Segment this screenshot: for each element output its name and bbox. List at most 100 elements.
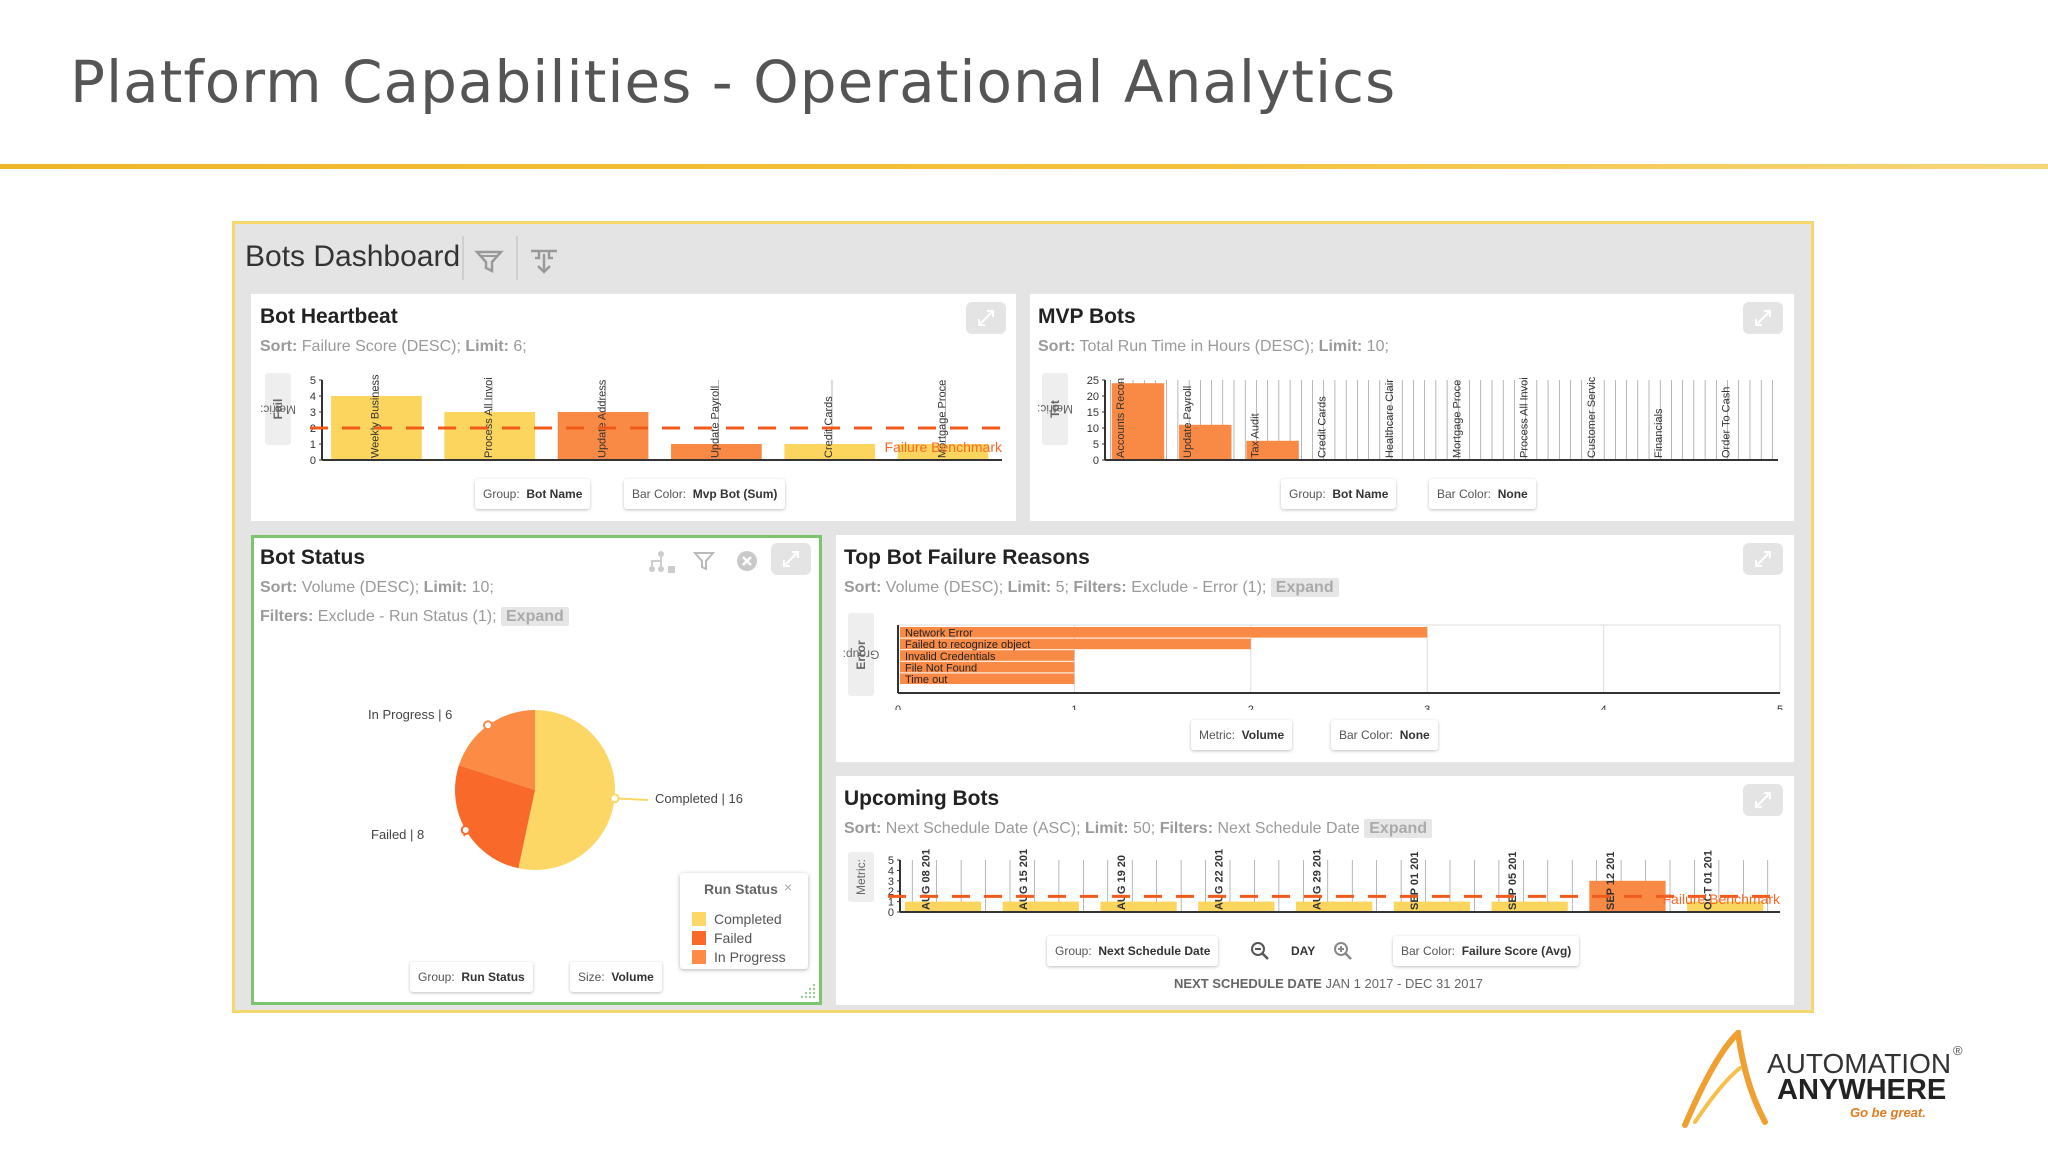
zoom-out-icon[interactable] (1250, 941, 1270, 966)
pie-slice (518, 710, 616, 870)
x-tick-label: Tax Audit (1249, 413, 1261, 458)
expand-filters-button[interactable]: Expand (1364, 819, 1433, 838)
y-tick-label: 15 (1087, 407, 1099, 419)
metric-tab[interactable]: Metric: Tot (1037, 373, 1073, 445)
legend-item-in-progress[interactable]: In Progress (692, 949, 786, 965)
y-tick-label: 3 (888, 876, 894, 888)
bar (1179, 424, 1232, 460)
x-tick-label: Update Payroll (710, 386, 722, 458)
zoom-in-icon[interactable] (1333, 941, 1353, 966)
bar (1491, 901, 1568, 912)
metric-tab[interactable]: Metric: (848, 852, 874, 902)
x-tick-label: Healthcare Clair (1384, 379, 1396, 458)
y-tick-label: 1 (888, 897, 894, 909)
x-tick-label: Order To Cash (1721, 387, 1733, 458)
group-selector[interactable]: Group: Bot Name (1281, 479, 1397, 509)
legend-item-failed[interactable]: Failed (692, 930, 752, 946)
metric-selector[interactable]: Metric: Volume (1191, 720, 1293, 750)
logo-tagline: Go be great. (1850, 1105, 1926, 1120)
x-tick-label: AUG 22 201 (1214, 849, 1226, 910)
bar (671, 444, 762, 460)
bar (444, 412, 536, 460)
size-selector[interactable]: Size: Volume (570, 962, 662, 992)
x-tick-label: 4 (1601, 704, 1607, 710)
schedule-date-range: NEXT SCHEDULE DATE JAN 1 2017 - DEC 31 2… (1174, 976, 1483, 991)
panel-filter-info: Filters: Exclude - Run Status (1); Expan… (260, 607, 569, 626)
x-tick-label: Update Payroll (1182, 386, 1194, 458)
y-tick-label: 4 (310, 391, 316, 403)
bar-color-selector[interactable]: Bar Color: Failure Score (Avg) (1393, 936, 1580, 966)
x-tick-label: Mortgage Proce (1451, 380, 1463, 458)
y-tick-label: 10 (1087, 423, 1099, 435)
expand-panel-button[interactable] (1743, 784, 1783, 816)
bar (900, 673, 1075, 684)
run-status-legend: Run Status × Completed Failed In Progres… (680, 873, 808, 969)
expand-filters-button[interactable]: Expand (1270, 578, 1339, 597)
bar (1246, 440, 1299, 460)
title-divider (0, 164, 2048, 169)
legend-close-icon[interactable]: × (784, 879, 793, 895)
pie-leader-line (614, 797, 649, 801)
benchmark-label: Failure Benchmark (885, 439, 1003, 455)
panel-title: Bot Status (260, 546, 365, 569)
x-tick-label: 1 (1071, 704, 1077, 710)
bar (1002, 901, 1079, 912)
group-selector[interactable]: Group: Next Schedule Date (1047, 936, 1219, 966)
slide-title: Platform Capabilities - Operational Anal… (70, 48, 1397, 116)
expand-panel-button[interactable] (771, 543, 811, 575)
group-tab[interactable]: Group: Error (843, 613, 879, 696)
x-tick-label: Process All Invoi (1519, 377, 1531, 458)
pie-slice (458, 710, 535, 790)
x-tick-label: Weekly Business (370, 374, 382, 458)
y-tick-label: 20 (1087, 391, 1099, 403)
y-tick-label: File Not Found (905, 662, 977, 674)
logo-text-automation: AUTOMATION (1767, 1048, 1952, 1079)
legend-item-completed[interactable]: Completed (692, 911, 782, 927)
expand-panel-button[interactable] (1743, 543, 1783, 575)
mvp-bots-chart: 0 5 10 15 20 25 Accounts Recon Update Payroll Ta… (1087, 375, 1778, 467)
y-tick-label: 0 (1093, 455, 1099, 467)
x-tick-label: AUG 29 201 (1311, 849, 1323, 910)
filter-icon[interactable] (692, 549, 716, 578)
x-tick-label: AUG 08 201 (920, 849, 932, 910)
group-selector[interactable]: Group: Run Status (410, 962, 533, 992)
x-tick-label: Customer Servic (1586, 376, 1598, 458)
bar-color-selector[interactable]: Bar Color: None (1331, 720, 1438, 750)
group-selector[interactable]: Group: Bot Name (475, 479, 591, 509)
panel-sort-info: Sort: Failure Score (DESC); Limit: 6; (260, 338, 527, 355)
pie-leader-dot (482, 720, 493, 731)
panel-title: Top Bot Failure Reasons (844, 546, 1090, 569)
download-icon[interactable] (527, 244, 561, 278)
y-tick-label: 4 (888, 865, 894, 877)
bar (1111, 383, 1165, 460)
y-tick-label: Network Error (905, 628, 973, 640)
expand-filters-button[interactable]: Expand (501, 607, 569, 626)
pie-leader-dot (609, 793, 620, 804)
bar (1100, 901, 1177, 912)
y-tick-label: 25 (1087, 375, 1099, 387)
bar-color-selector[interactable]: Bar Color: Mvp Bot (Sum) (624, 479, 786, 509)
x-tick-label: Financials (1653, 408, 1665, 458)
bar (900, 661, 1075, 673)
y-tick-label: Invalid Credentials (905, 651, 996, 663)
bar-color-selector[interactable]: Bar Color: None (1429, 479, 1536, 509)
panel-title: Upcoming Bots (844, 787, 1000, 810)
bar (900, 638, 1251, 650)
filter-icon[interactable] (472, 244, 506, 278)
bar (900, 627, 1428, 638)
close-icon[interactable] (736, 550, 758, 577)
pie-slice (455, 765, 535, 869)
expand-panel-button[interactable] (1743, 302, 1783, 334)
resize-handle-icon[interactable] (800, 983, 816, 1004)
y-tick-label: 0 (310, 455, 316, 467)
hierarchy-icon[interactable] (646, 549, 676, 580)
pie-label-failed: Failed | 8 (371, 827, 425, 842)
bar (557, 412, 649, 460)
bar (904, 901, 982, 912)
y-tick-label: 0 (888, 907, 894, 919)
zoom-unit-label: DAY (1291, 944, 1316, 958)
panel-sort-info: Sort: Next Schedule Date (ASC); Limit: 5… (844, 819, 1433, 838)
expand-panel-button[interactable] (966, 302, 1006, 334)
panel-sort-info: Sort: Total Run Time in Hours (DESC); Li… (1038, 338, 1389, 355)
metric-tab[interactable]: Metric: Fail (260, 373, 296, 445)
